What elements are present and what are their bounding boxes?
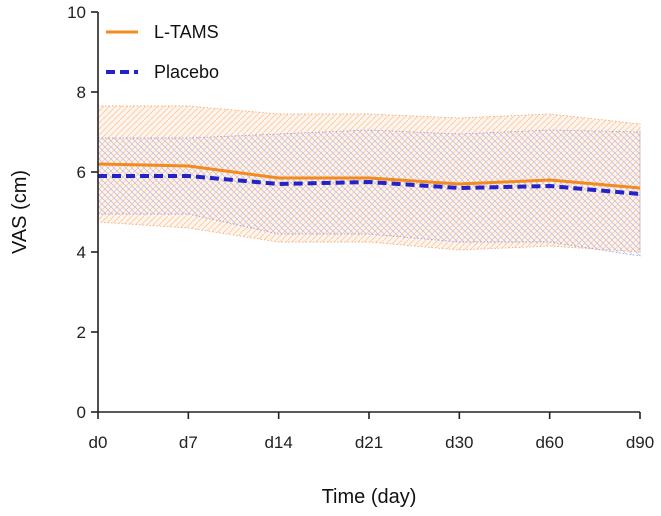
x-tick-label: d0 bbox=[89, 433, 108, 452]
legend-label-l-tams: L-TAMS bbox=[154, 22, 219, 42]
band-placebo bbox=[97, 129, 641, 257]
y-tick-label: 0 bbox=[77, 403, 86, 422]
x-tick-label: d7 bbox=[179, 433, 198, 452]
y-tick-label: 2 bbox=[77, 323, 86, 342]
y-axis-title: VAS (cm) bbox=[9, 170, 31, 254]
y-tick-label: 10 bbox=[67, 3, 86, 22]
x-tick-label: d21 bbox=[355, 433, 383, 452]
x-axis-title: Time (day) bbox=[322, 486, 417, 508]
series-line-placebo bbox=[98, 174, 641, 196]
x-tick-label: d90 bbox=[626, 433, 654, 452]
series-lines bbox=[97, 162, 641, 196]
x-tick-label: d14 bbox=[264, 433, 292, 452]
series-line-l-tams bbox=[97, 162, 641, 190]
y-tick-label: 8 bbox=[77, 83, 86, 102]
y-tick-label: 4 bbox=[77, 243, 86, 262]
x-tick-label: d30 bbox=[445, 433, 473, 452]
legend: L-TAMS Placebo bbox=[106, 22, 219, 82]
y-tick-label: 6 bbox=[77, 163, 86, 182]
axes: 0 2 4 6 8 10 d0 d7 d14 d21 d30 d60 d90 Time (day) VAS … bbox=[9, 3, 654, 508]
legend-label-placebo: Placebo bbox=[154, 62, 219, 82]
x-tick-label: d60 bbox=[535, 433, 563, 452]
